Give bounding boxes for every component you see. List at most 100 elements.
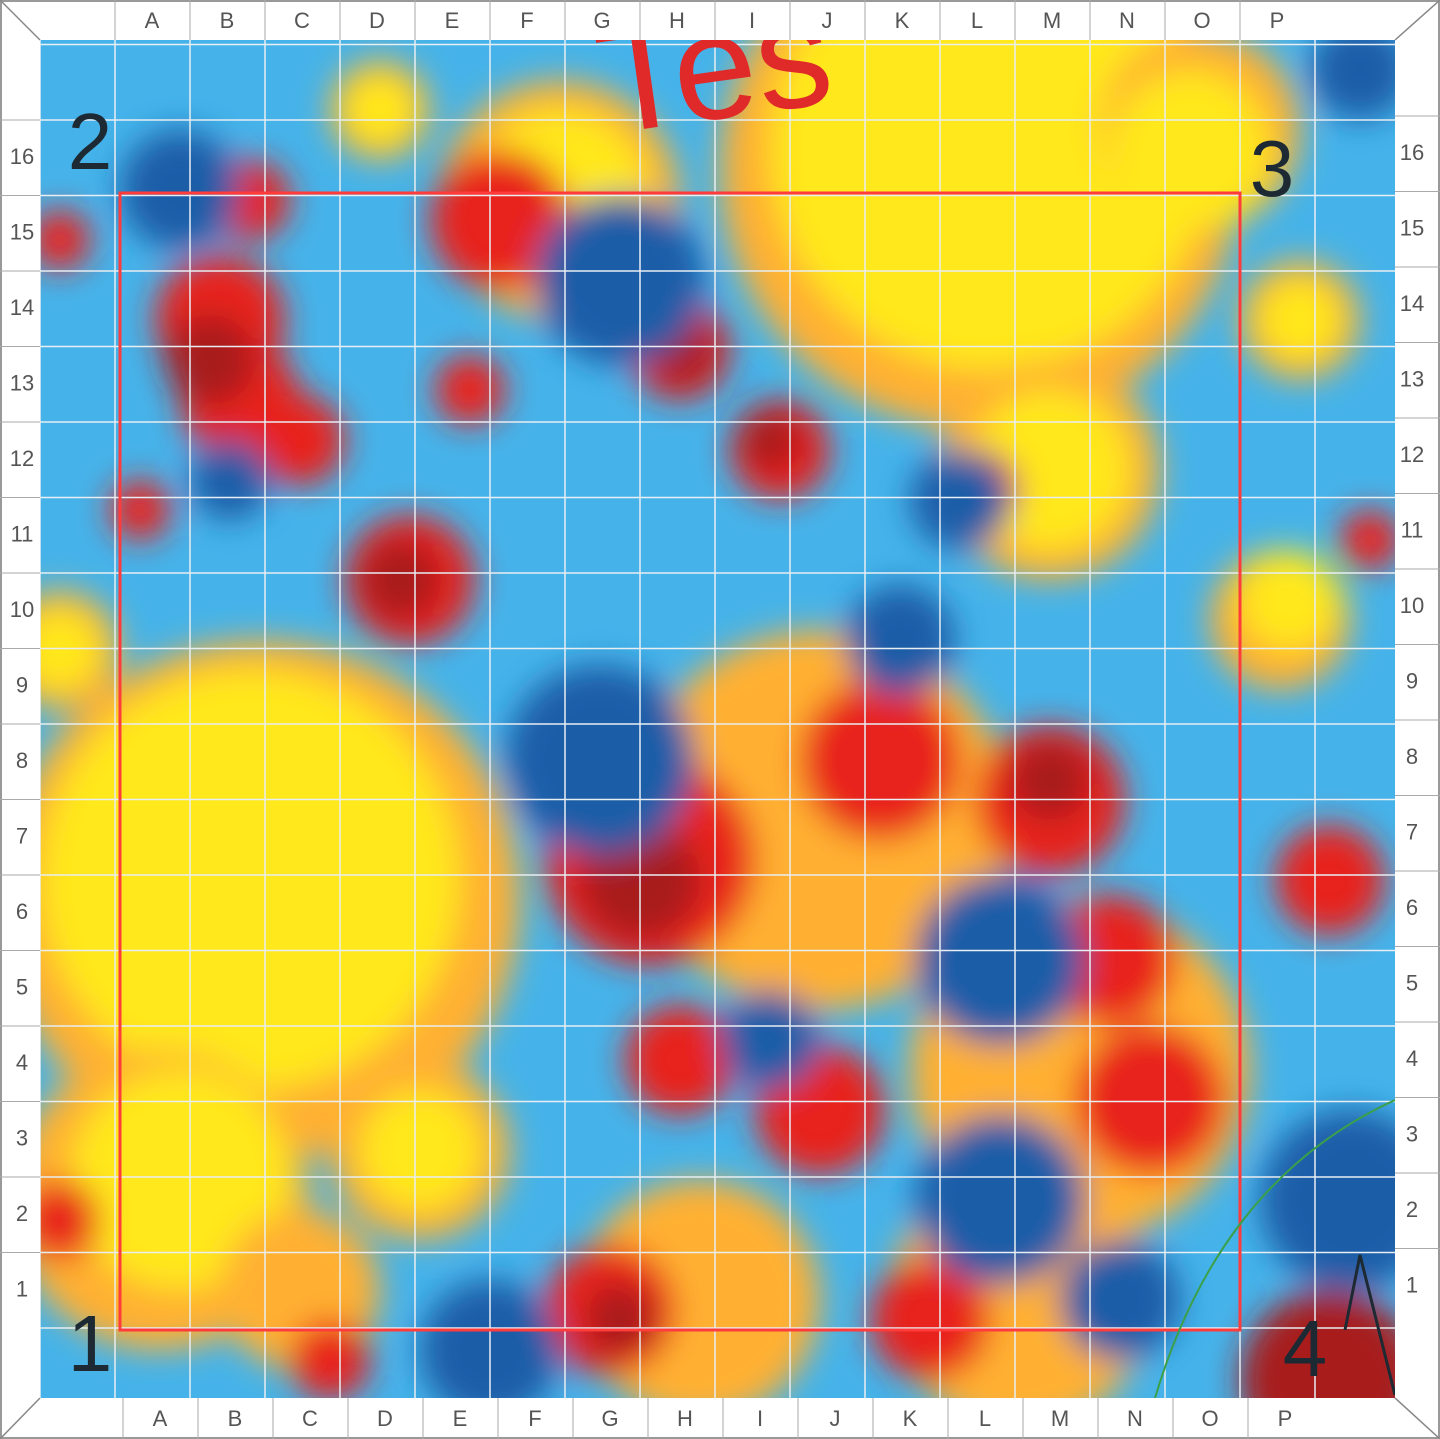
column-label: F [520, 8, 533, 33]
heat-blob [40, 1180, 100, 1260]
heat-blob [1240, 1290, 1395, 1398]
column-label: I [749, 8, 755, 33]
heat-blob [1275, 825, 1385, 935]
heat-blob [625, 1005, 735, 1115]
row-label: 2 [16, 1201, 28, 1226]
row-label: 12 [10, 446, 34, 471]
heat-blob [1340, 510, 1395, 570]
row-label: 4 [16, 1050, 28, 1075]
column-label: I [757, 1406, 763, 1431]
column-label: D [377, 1406, 393, 1431]
column-label: E [445, 8, 460, 33]
row-label: 3 [16, 1125, 28, 1150]
column-label: P [1278, 1406, 1293, 1431]
column-label: G [601, 1406, 618, 1431]
heat-blob [1075, 1025, 1225, 1175]
heat-blob [740, 410, 800, 470]
diagonal [0, 0, 41, 41]
column-label: N [1127, 1406, 1143, 1431]
heat-blob [1240, 550, 1340, 650]
heat-blob [585, 1285, 655, 1355]
row-label: 14 [1400, 291, 1424, 316]
heat-blob [40, 610, 100, 690]
heat-blob [345, 75, 415, 145]
row-label: 8 [16, 748, 28, 773]
heat-blob [1260, 280, 1340, 360]
column-label: C [302, 1406, 318, 1431]
row-label: 3 [1406, 1121, 1418, 1146]
column-label: F [528, 1406, 541, 1431]
corner-label: 3 [1250, 124, 1295, 213]
diagonal [1394, 0, 1440, 41]
heat-blob [40, 670, 460, 1090]
heat-blob [360, 1090, 480, 1210]
corner-label: 4 [1283, 1304, 1328, 1393]
row-label: 13 [10, 370, 34, 395]
column-label: A [153, 1406, 168, 1431]
column-label: P [1270, 8, 1285, 33]
heat-blob [1310, 40, 1395, 120]
row-label: 5 [16, 974, 28, 999]
row-label: 4 [1406, 1046, 1418, 1071]
row-label: 16 [1400, 140, 1424, 165]
row-label: 14 [10, 295, 34, 320]
row-label: 9 [16, 672, 28, 697]
corner-label: 2 [68, 97, 113, 186]
heat-blob [1010, 740, 1090, 820]
column-label: L [979, 1406, 991, 1431]
diagonal [0, 1397, 41, 1439]
heat-blob [360, 540, 440, 620]
heat-blob [255, 395, 345, 485]
row-label: 2 [1406, 1197, 1418, 1222]
row-label: 10 [1400, 593, 1424, 618]
column-label: K [903, 1406, 918, 1431]
heat-blob [910, 450, 1010, 550]
column-label: L [971, 8, 983, 33]
heat-blob [40, 210, 90, 270]
heat-blob [770, 40, 1210, 370]
heat-blob [120, 130, 240, 250]
heat-blob [535, 195, 705, 365]
column-label: G [593, 8, 610, 33]
green-arc [1154, 1099, 1395, 1398]
heat-blob [430, 150, 570, 290]
heat-blob [110, 480, 170, 540]
column-label: H [677, 1406, 693, 1431]
row-label: 6 [1406, 895, 1418, 920]
column-label: O [1193, 8, 1210, 33]
column-label: E [453, 1406, 468, 1431]
row-label: 11 [1401, 517, 1424, 542]
grid [40, 40, 1395, 1398]
diagonal [1394, 1397, 1440, 1439]
heat-blob [915, 1115, 1085, 1285]
survey-boundary [118, 191, 1242, 1332]
row-label: 5 [1406, 970, 1418, 995]
heat-blob [70, 1070, 290, 1290]
row-label: 12 [1400, 442, 1424, 467]
row-label: 10 [10, 597, 34, 622]
heat-blob [435, 355, 505, 425]
row-label: 9 [1406, 668, 1418, 693]
heat-blob [870, 1260, 990, 1380]
row-label: 13 [1400, 366, 1424, 391]
heat-blob [1260, 1110, 1395, 1290]
row-label: 16 [10, 144, 34, 169]
heat-blob [720, 990, 820, 1090]
column-label: C [294, 8, 310, 33]
column-label: K [895, 8, 910, 33]
heat-blob [800, 680, 960, 840]
heat-blob [845, 585, 955, 695]
corner-label: 1 [68, 1299, 113, 1388]
column-label: B [228, 1406, 243, 1431]
column-label: N [1119, 8, 1135, 33]
heat-blob [1060, 1240, 1180, 1360]
column-label: D [369, 8, 385, 33]
heat-blob [190, 440, 270, 520]
column-label: M [1043, 8, 1061, 33]
row-label: 15 [1400, 215, 1424, 240]
